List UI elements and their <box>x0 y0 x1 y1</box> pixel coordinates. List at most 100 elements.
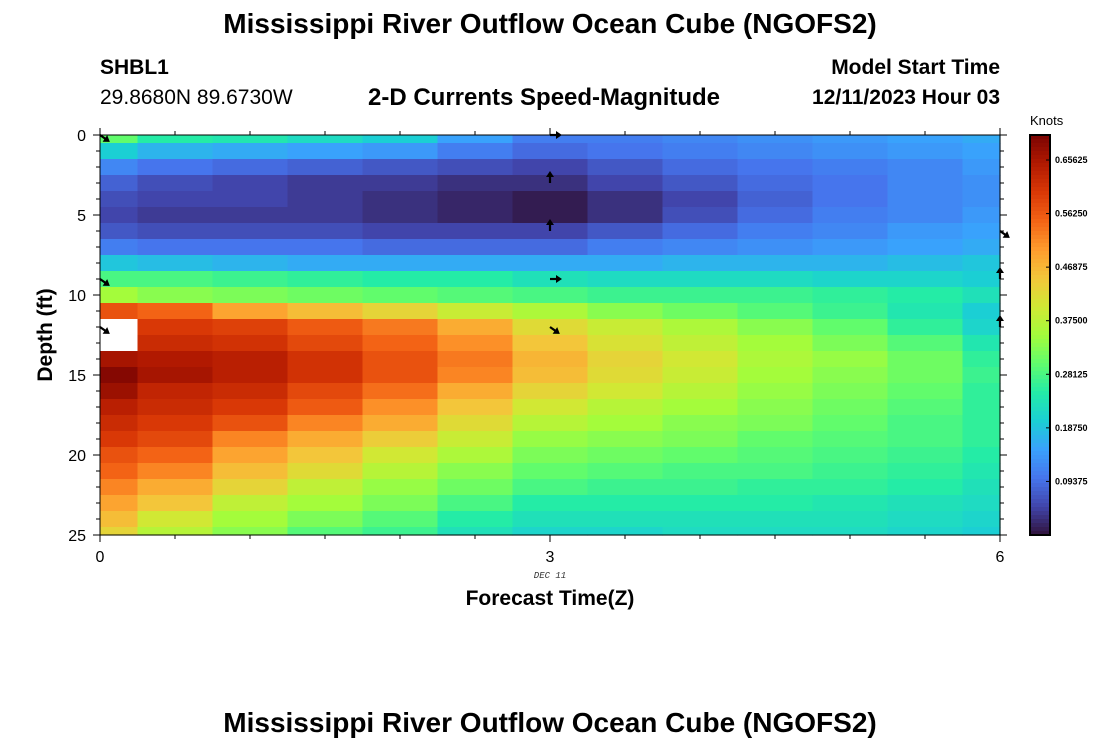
colorbar-segment <box>1030 387 1050 392</box>
heatmap-cell <box>100 175 139 192</box>
colorbar-segment <box>1030 523 1050 528</box>
heatmap-cell <box>512 415 589 432</box>
heatmap-cell <box>962 223 1001 240</box>
heatmap-cell <box>287 351 364 368</box>
heatmap-cell <box>737 303 814 320</box>
heatmap-cell <box>362 511 439 528</box>
heatmap-cell <box>587 271 664 288</box>
heatmap-cell <box>100 511 139 528</box>
heatmap-cell <box>812 255 889 272</box>
heatmap-cell <box>437 399 514 416</box>
heatmap-cell <box>512 351 589 368</box>
heatmap-cell <box>137 135 214 144</box>
heatmap-cell <box>812 191 889 208</box>
current-vector <box>99 278 110 286</box>
heatmap-cell <box>362 431 439 448</box>
heatmap-cell <box>587 495 664 512</box>
colorbar-segment <box>1030 159 1050 164</box>
heatmap-cell <box>887 159 964 176</box>
colorbar-segment <box>1030 323 1050 328</box>
y-tick-label: 0 <box>77 128 86 145</box>
colorbar-segment <box>1030 415 1050 420</box>
colorbar-segment <box>1030 339 1050 344</box>
heatmap-cell <box>737 527 814 536</box>
station-id: SHBL1 <box>100 56 169 79</box>
heatmap-cell <box>587 527 664 536</box>
heatmap-cell <box>812 527 889 536</box>
heatmap-cell <box>437 271 514 288</box>
heatmap-cell <box>287 135 364 144</box>
heatmap-cell <box>737 159 814 176</box>
heatmap-cell <box>962 335 1001 352</box>
heatmap-cell <box>962 479 1001 496</box>
model-start-value: 12/11/2023 Hour 03 <box>812 86 1000 109</box>
colorbar-segment <box>1030 255 1050 260</box>
colorbar-segment <box>1030 199 1050 204</box>
heatmap-cell <box>212 175 289 192</box>
heatmap-cell <box>362 335 439 352</box>
heatmap-cell <box>662 351 739 368</box>
colorbar-segment <box>1030 219 1050 224</box>
heatmap-cell <box>212 367 289 384</box>
colorbar-segment <box>1030 463 1050 468</box>
heatmap-cell <box>887 143 964 160</box>
heatmap-cell <box>962 287 1001 304</box>
heatmap-cell <box>887 239 964 256</box>
heatmap-cell <box>100 463 139 480</box>
heatmap-cell <box>737 255 814 272</box>
heatmap-cell <box>287 255 364 272</box>
heatmap-cell <box>887 527 964 536</box>
x-tick-label: 6 <box>996 549 1005 566</box>
colorbar-units: Knots <box>1030 113 1064 128</box>
heatmap-cell <box>437 367 514 384</box>
heatmap-cell <box>737 143 814 160</box>
heatmap-cell <box>662 271 739 288</box>
colorbar-segment <box>1030 279 1050 284</box>
heatmap-cell <box>100 479 139 496</box>
heatmap-cell <box>737 223 814 240</box>
colorbar-segment <box>1030 243 1050 248</box>
heatmap-cell <box>812 271 889 288</box>
footer-title: Mississippi River Outflow Ocean Cube (NG… <box>223 707 877 738</box>
colorbar-segment <box>1030 139 1050 144</box>
heatmap-cell <box>737 383 814 400</box>
heatmap-cell <box>812 495 889 512</box>
heatmap-cell <box>137 399 214 416</box>
x-tick-label: 0 <box>96 549 105 566</box>
current-vector <box>549 326 560 334</box>
heatmap-cell <box>962 303 1001 320</box>
colorbar-segment <box>1030 235 1050 240</box>
heatmap-cell <box>362 495 439 512</box>
heatmap-cell <box>887 351 964 368</box>
colorbar-segment <box>1030 527 1050 532</box>
current-vector <box>550 275 562 283</box>
heatmap-cell <box>212 191 289 208</box>
heatmap-cell <box>812 175 889 192</box>
heatmap-cell <box>962 511 1001 528</box>
colorbar-segment <box>1030 399 1050 404</box>
heatmap-cell <box>737 399 814 416</box>
heatmap-cell <box>512 463 589 480</box>
colorbar-segment <box>1030 511 1050 516</box>
heatmap-cell <box>212 271 289 288</box>
model-start-label: Model Start Time <box>831 56 1000 79</box>
heatmap-cell <box>512 479 589 496</box>
colorbar-segment <box>1030 515 1050 520</box>
colorbar-segment <box>1030 315 1050 320</box>
heatmap-cell <box>437 463 514 480</box>
heatmap-cell <box>512 191 589 208</box>
heatmap-cell <box>737 271 814 288</box>
heatmap-cell <box>362 159 439 176</box>
heatmap-cell <box>587 415 664 432</box>
heatmap-cell <box>887 135 964 144</box>
heatmap-cell <box>962 319 1001 336</box>
heatmap-cell <box>362 207 439 224</box>
colorbar-segment <box>1030 379 1050 384</box>
heatmap-cell <box>362 239 439 256</box>
heatmap-cell <box>587 399 664 416</box>
heatmap-cell <box>212 319 289 336</box>
colorbar-tick-label: 0.56250 <box>1055 209 1088 219</box>
chart-title: Mississippi River Outflow Ocean Cube (NG… <box>223 8 877 39</box>
heatmap-cell <box>362 351 439 368</box>
colorbar-segment <box>1030 491 1050 496</box>
